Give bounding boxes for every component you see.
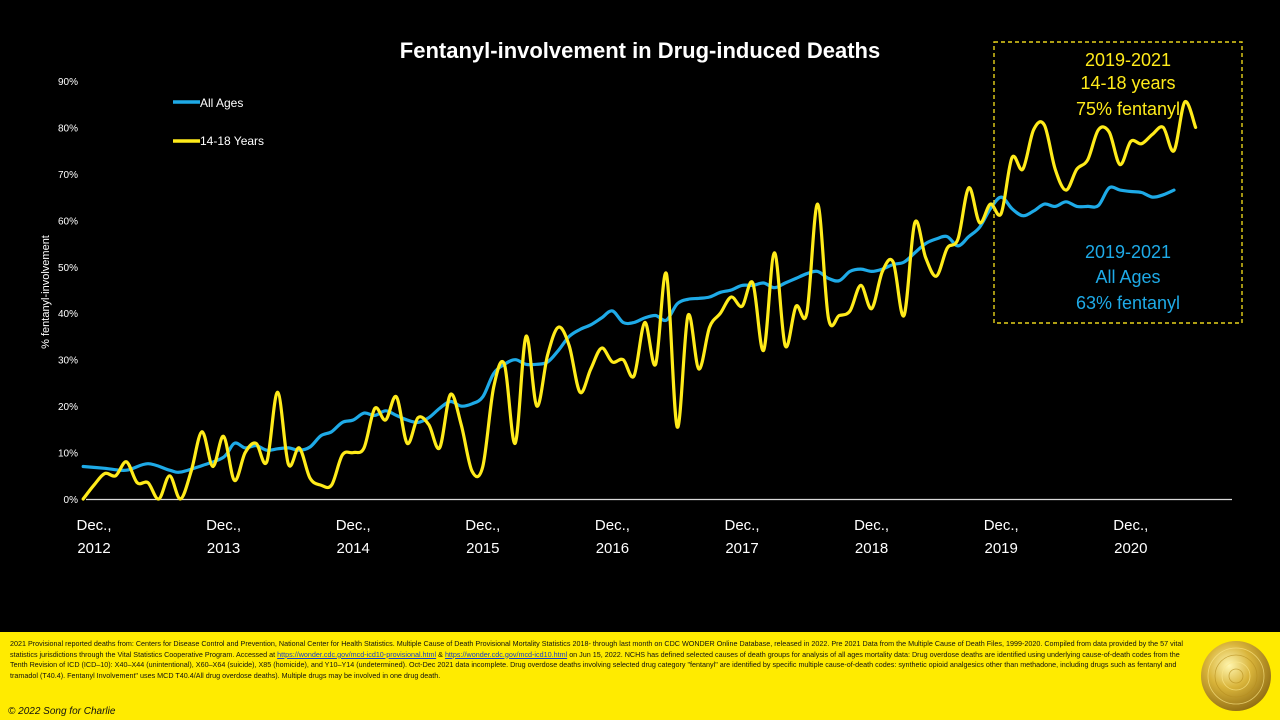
legend-label-teens: 14-18 Years	[200, 134, 264, 148]
annotation-teens-line-1: 2019-2021	[1085, 50, 1171, 70]
y-tick-label: 70%	[58, 170, 78, 181]
x-tick-label-month: Dec.,	[595, 517, 630, 534]
y-tick-label: 90%	[58, 77, 78, 88]
x-tick-label-month: Dec.,	[336, 517, 371, 534]
legend: All Ages 14-18 Years	[173, 96, 264, 148]
annotation-all-ages: 2019-2021 All Ages 63% fentanyl	[1076, 242, 1180, 313]
source-link-provisional[interactable]: https://wonder.cdc.gov/mcd-icd10-provisi…	[277, 649, 437, 659]
x-tick-label-year: 2013	[207, 540, 240, 557]
source-note-amp: &	[436, 649, 445, 659]
source-footer: 2021 Provisional reported deaths from: C…	[0, 632, 1280, 720]
x-tick-label-month: Dec.,	[206, 517, 241, 534]
y-tick-label: 40%	[58, 309, 78, 320]
x-tick-label-year: 2014	[337, 540, 370, 557]
chart-title: Fentanyl-involvement in Drug-induced Dea…	[400, 38, 880, 63]
annotation-teens-line-2: 14-18 years	[1080, 73, 1175, 93]
gold-disc-logo-icon	[1201, 641, 1271, 711]
x-tick-label-month: Dec.,	[1113, 517, 1148, 534]
series-line-all-ages	[81, 185, 1176, 474]
source-note-part-1: 2021 Provisional reported deaths from: C…	[10, 639, 1183, 659]
x-tick-label-year: 2012	[77, 540, 110, 557]
annotation-all-line-1: 2019-2021	[1085, 242, 1171, 262]
x-tick-label-month: Dec.,	[984, 517, 1019, 534]
source-link-final[interactable]: https://wonder.cdc.gov/mcd-icd10.html	[444, 649, 568, 659]
y-tick-label: 20%	[58, 402, 78, 413]
y-tick-label: 50%	[58, 263, 78, 274]
series-line-14-18-years	[81, 100, 1198, 501]
x-tick-label-month: Dec.,	[465, 517, 500, 534]
highlight-box	[993, 41, 1243, 324]
x-tick-label-month: Dec.,	[854, 517, 889, 534]
y-tick-label: 0%	[64, 495, 79, 506]
annotation-all-line-3: 63% fentanyl	[1076, 293, 1180, 313]
y-tick-label: 10%	[58, 449, 78, 460]
x-tick-label-year: 2015	[466, 540, 499, 557]
copyright-text: © 2022 Song for Charlie	[8, 706, 116, 717]
series-layer	[81, 100, 1198, 501]
y-tick-label: 30%	[58, 356, 78, 367]
x-tick-label-month: Dec.,	[76, 517, 111, 534]
x-tick-label-year: 2020	[1114, 540, 1147, 557]
annotation-teens: 2019-2021 14-18 years 75% fentanyl	[1076, 50, 1180, 119]
x-tick-label-year: 2017	[725, 540, 758, 557]
source-note-part-2: on Jun 15, 2022. NCHS has defined select…	[10, 649, 1180, 680]
y-axis-ticks: 0% 10% 20% 30% 40% 50% 60% 70% 80% 90%	[58, 77, 78, 506]
x-tick-label-month: Dec.,	[724, 517, 759, 534]
y-tick-label: 60%	[58, 216, 78, 227]
y-axis-label: % fentanyl-involvement	[40, 235, 52, 349]
x-tick-label-year: 2018	[855, 540, 888, 557]
line-chart: Fentanyl-involvement in Drug-induced Dea…	[40, 38, 1243, 557]
annotation-all-line-2: All Ages	[1095, 267, 1160, 287]
source-note: 2021 Provisional reported deaths from: C…	[10, 639, 1195, 681]
y-tick-label: 80%	[58, 123, 78, 134]
x-tick-label-year: 2016	[596, 540, 629, 557]
annotation-teens-line-3: 75% fentanyl	[1076, 99, 1180, 119]
x-axis-ticks: Dec., 2012 Dec., 2013 Dec., 2014 Dec., 2015 Dec.…	[76, 517, 1148, 557]
x-tick-label-year: 2019	[985, 540, 1018, 557]
legend-label-all-ages: All Ages	[200, 96, 243, 110]
